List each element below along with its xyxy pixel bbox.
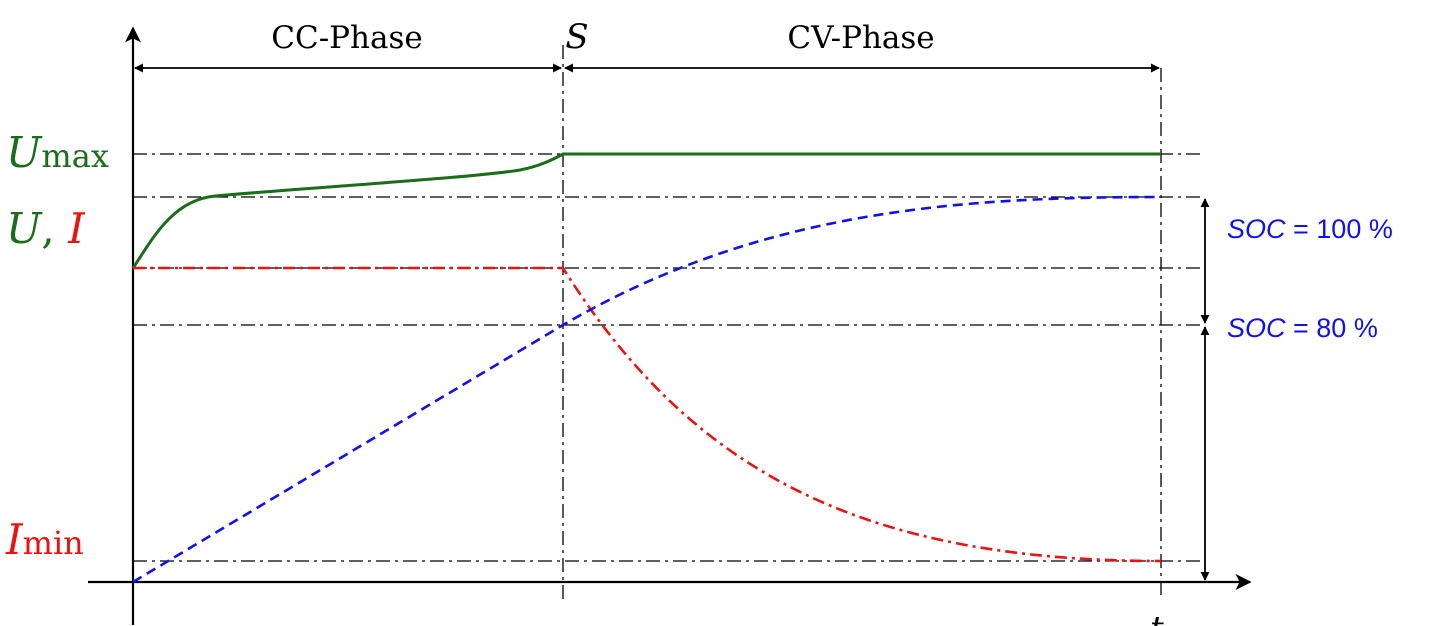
- u-i-label: U, I: [6, 204, 86, 253]
- soc-100-value: = 100 %: [1286, 214, 1393, 244]
- cv-phase-label: CV-Phase: [787, 20, 934, 56]
- voltage-curve: [131, 152, 1161, 269]
- i-symbol: I: [67, 204, 86, 253]
- i-min-subscript: min: [23, 524, 84, 562]
- current-curve: [133, 266, 1162, 563]
- soc-80-value: = 80 %: [1286, 313, 1378, 343]
- u-max-label: Umax: [6, 128, 109, 177]
- i-min-symbol: I: [5, 515, 24, 564]
- switch-point-label: S: [565, 17, 588, 57]
- i-min-label: Imin: [5, 515, 84, 564]
- x-axis-label: t: [1150, 609, 1164, 626]
- u-max-subscript: max: [41, 137, 108, 175]
- u-symbol: U: [6, 204, 43, 253]
- soc-100-variable: SOC: [1227, 214, 1286, 244]
- soc-80-label: SOC = 80 %: [1227, 313, 1378, 343]
- soc-80-variable: SOC: [1227, 313, 1286, 343]
- cc-phase-label: CC-Phase: [271, 20, 422, 56]
- u-i-separator: ,: [41, 204, 68, 253]
- soc-100-label: SOC = 100 %: [1227, 214, 1393, 244]
- soc-curve: [132, 195, 1162, 584]
- u-max-symbol: U: [6, 128, 43, 177]
